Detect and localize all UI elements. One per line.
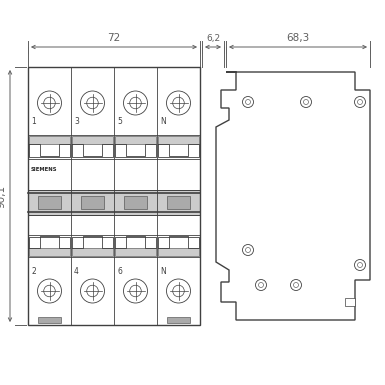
Bar [72, 248, 113, 256]
Text: SIEMENS: SIEMENS [31, 167, 57, 172]
Bar [115, 248, 156, 256]
Text: 72: 72 [107, 33, 121, 43]
Text: 1: 1 [31, 117, 36, 126]
Bar [124, 196, 147, 209]
Text: N: N [160, 267, 166, 276]
Bar [158, 136, 199, 144]
Text: 5: 5 [117, 117, 122, 126]
Bar [81, 196, 104, 209]
Bar [28, 67, 200, 325]
Text: 2: 2 [31, 267, 36, 276]
Bar [72, 136, 113, 144]
Text: N: N [160, 117, 166, 126]
Bar [167, 317, 190, 323]
Text: 68,3: 68,3 [286, 33, 310, 43]
Bar [29, 248, 70, 256]
Text: 6: 6 [117, 267, 122, 276]
Text: 3: 3 [74, 117, 79, 126]
Bar [167, 196, 190, 209]
Bar [115, 136, 156, 144]
Bar [38, 196, 61, 209]
Text: 4: 4 [74, 267, 79, 276]
Text: 90,1: 90,1 [0, 184, 6, 208]
Bar [28, 190, 200, 215]
Bar [345, 298, 355, 306]
Bar [38, 317, 61, 323]
Bar [158, 248, 199, 256]
Text: 6,2: 6,2 [206, 34, 220, 43]
Bar [29, 136, 70, 144]
